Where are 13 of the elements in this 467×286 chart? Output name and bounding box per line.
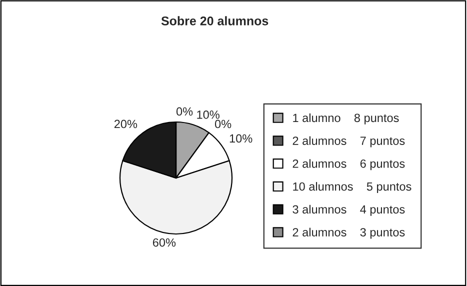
data-label: 10%	[197, 110, 220, 119]
data-label: 20%	[114, 120, 138, 128]
legend-label: 10 alumnos 5 puntos	[293, 182, 412, 194]
legend-label: 2 alumnos 6 puntos	[292, 159, 405, 170]
data-label: 60%	[152, 238, 176, 247]
text: 0%	[176, 107, 193, 116]
text: 0%	[214, 120, 232, 128]
legend-label: 2 alumnos 7 puntos	[292, 136, 405, 148]
legend-label: 3 alumnos 4 puntos	[292, 204, 405, 216]
legend-label: 2 alumnos 3 puntos	[292, 228, 405, 239]
legend-label: 1 alumno 8 puntos	[293, 113, 399, 124]
chart-title: Sobre 20 alumnos	[161, 16, 268, 26]
data-label: 10%	[230, 134, 252, 143]
